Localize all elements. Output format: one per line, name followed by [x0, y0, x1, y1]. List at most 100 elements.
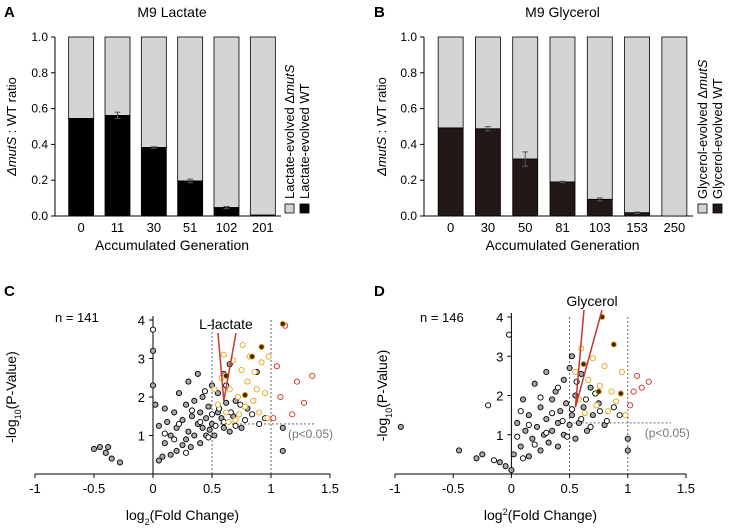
data-point: [179, 442, 186, 449]
data-point: [589, 412, 596, 419]
data-point: [251, 368, 258, 376]
data-point: [205, 434, 212, 441]
data-point: [587, 384, 594, 391]
legend-item: Lactate-evolved ΔmutS: [282, 64, 297, 214]
label-part: -log: [3, 419, 19, 442]
data-point: [560, 376, 567, 383]
data-point: [613, 398, 620, 405]
x-axis-title: log2(Fold Change): [126, 507, 239, 527]
data-point: [249, 411, 256, 418]
data-point: [584, 427, 591, 434]
data-point: [309, 372, 316, 379]
data-point: [225, 418, 232, 426]
data-point: [194, 370, 201, 377]
data-point: [185, 378, 192, 385]
data-point: [238, 424, 245, 431]
data-point: [563, 400, 570, 407]
data-point: [206, 426, 213, 433]
x-tick-label: 1.5: [321, 481, 339, 496]
x-tick-label: 30: [147, 220, 161, 235]
label-part: Lactate-evolved Δ: [282, 95, 297, 199]
x-tick-label: -1: [389, 481, 401, 496]
legend-label: Glycerol-evolved WT: [710, 78, 725, 199]
data-point: [164, 418, 171, 426]
n-annotation: n = 141: [55, 310, 99, 325]
panel-B: B M9 Glycerol 0.0 0.2 0.4 0.6 0.8 1.0 ΔmutS : WT…: [374, 4, 725, 253]
legend-swatch: [284, 203, 295, 214]
data-point: [568, 353, 575, 360]
x-tick-label: 0.5: [561, 481, 579, 496]
callout-pointer: [574, 309, 603, 408]
x-tick-label: 0.5: [203, 481, 221, 496]
data-point: [300, 399, 308, 406]
data-point: [197, 440, 204, 447]
data-point: [587, 423, 594, 430]
legend-item: Glycerol-evolved WT: [710, 78, 725, 214]
data-point: [167, 432, 174, 439]
data-point: [223, 399, 230, 406]
data-point: [557, 408, 564, 415]
y-tick-label: 3: [138, 352, 145, 367]
label-part: (Fold Change): [508, 507, 598, 523]
data-point: [510, 451, 517, 458]
n-annotation: n = 146: [420, 310, 464, 325]
data-point: [525, 421, 532, 428]
data-point: [514, 419, 521, 427]
panel-letter: B: [374, 4, 385, 21]
legend-swatch: [299, 203, 310, 214]
data-point: [179, 417, 186, 424]
data-point: [549, 410, 556, 417]
data-point: [522, 427, 529, 434]
label-part: 2: [145, 517, 150, 527]
bar-mutS: [586, 36, 613, 200]
bar-wt: [249, 214, 276, 217]
bar-mutS: [475, 36, 501, 130]
data-point: [197, 409, 204, 416]
data-point: [502, 463, 509, 470]
legend-swatch: [697, 203, 708, 214]
data-point: [568, 406, 575, 413]
legend-label: Lactate-evolved WT: [297, 83, 312, 199]
data-point: [618, 368, 626, 376]
data-point: [188, 413, 195, 420]
data-point: [149, 347, 157, 354]
data-point: [161, 405, 168, 412]
data-point: [596, 408, 603, 415]
y-tick-label: 1.0: [400, 30, 417, 44]
data-point: [249, 353, 256, 360]
data-point: [578, 415, 585, 423]
x-tick-label: 50: [518, 220, 532, 235]
x-axis-title: Accumulated Generation: [485, 237, 639, 253]
data-point: [608, 388, 615, 395]
data-point: [549, 427, 556, 434]
y-tick-label: 1.0: [31, 30, 48, 44]
data-point: [256, 420, 263, 428]
legend-item: Lactate-evolved WT: [297, 83, 312, 214]
data-point: [108, 455, 115, 462]
data-point: [543, 368, 550, 376]
data-point: [220, 424, 227, 431]
data-point: [572, 435, 579, 442]
data-point: [622, 412, 629, 419]
data-point: [455, 447, 463, 454]
data-point: [102, 449, 109, 456]
data-point: [241, 417, 249, 424]
data-point: [580, 361, 587, 368]
bar-wt: [549, 181, 576, 217]
data-point: [479, 451, 486, 458]
data-point: [566, 364, 573, 372]
data-point: [244, 378, 251, 385]
data-point: [159, 453, 166, 460]
y-tick-label: 1: [496, 428, 503, 443]
data-point: [90, 445, 98, 453]
x-tick-label: 1: [624, 481, 631, 496]
x-tick-label: 11: [111, 220, 125, 235]
x-tick-label: -1: [29, 481, 41, 496]
y-tick-label: 0.0: [31, 209, 48, 223]
data-point: [289, 411, 296, 418]
label-part: : WT ratio: [4, 77, 19, 137]
data-point: [208, 411, 216, 418]
x-tick-label: 153: [626, 220, 648, 235]
